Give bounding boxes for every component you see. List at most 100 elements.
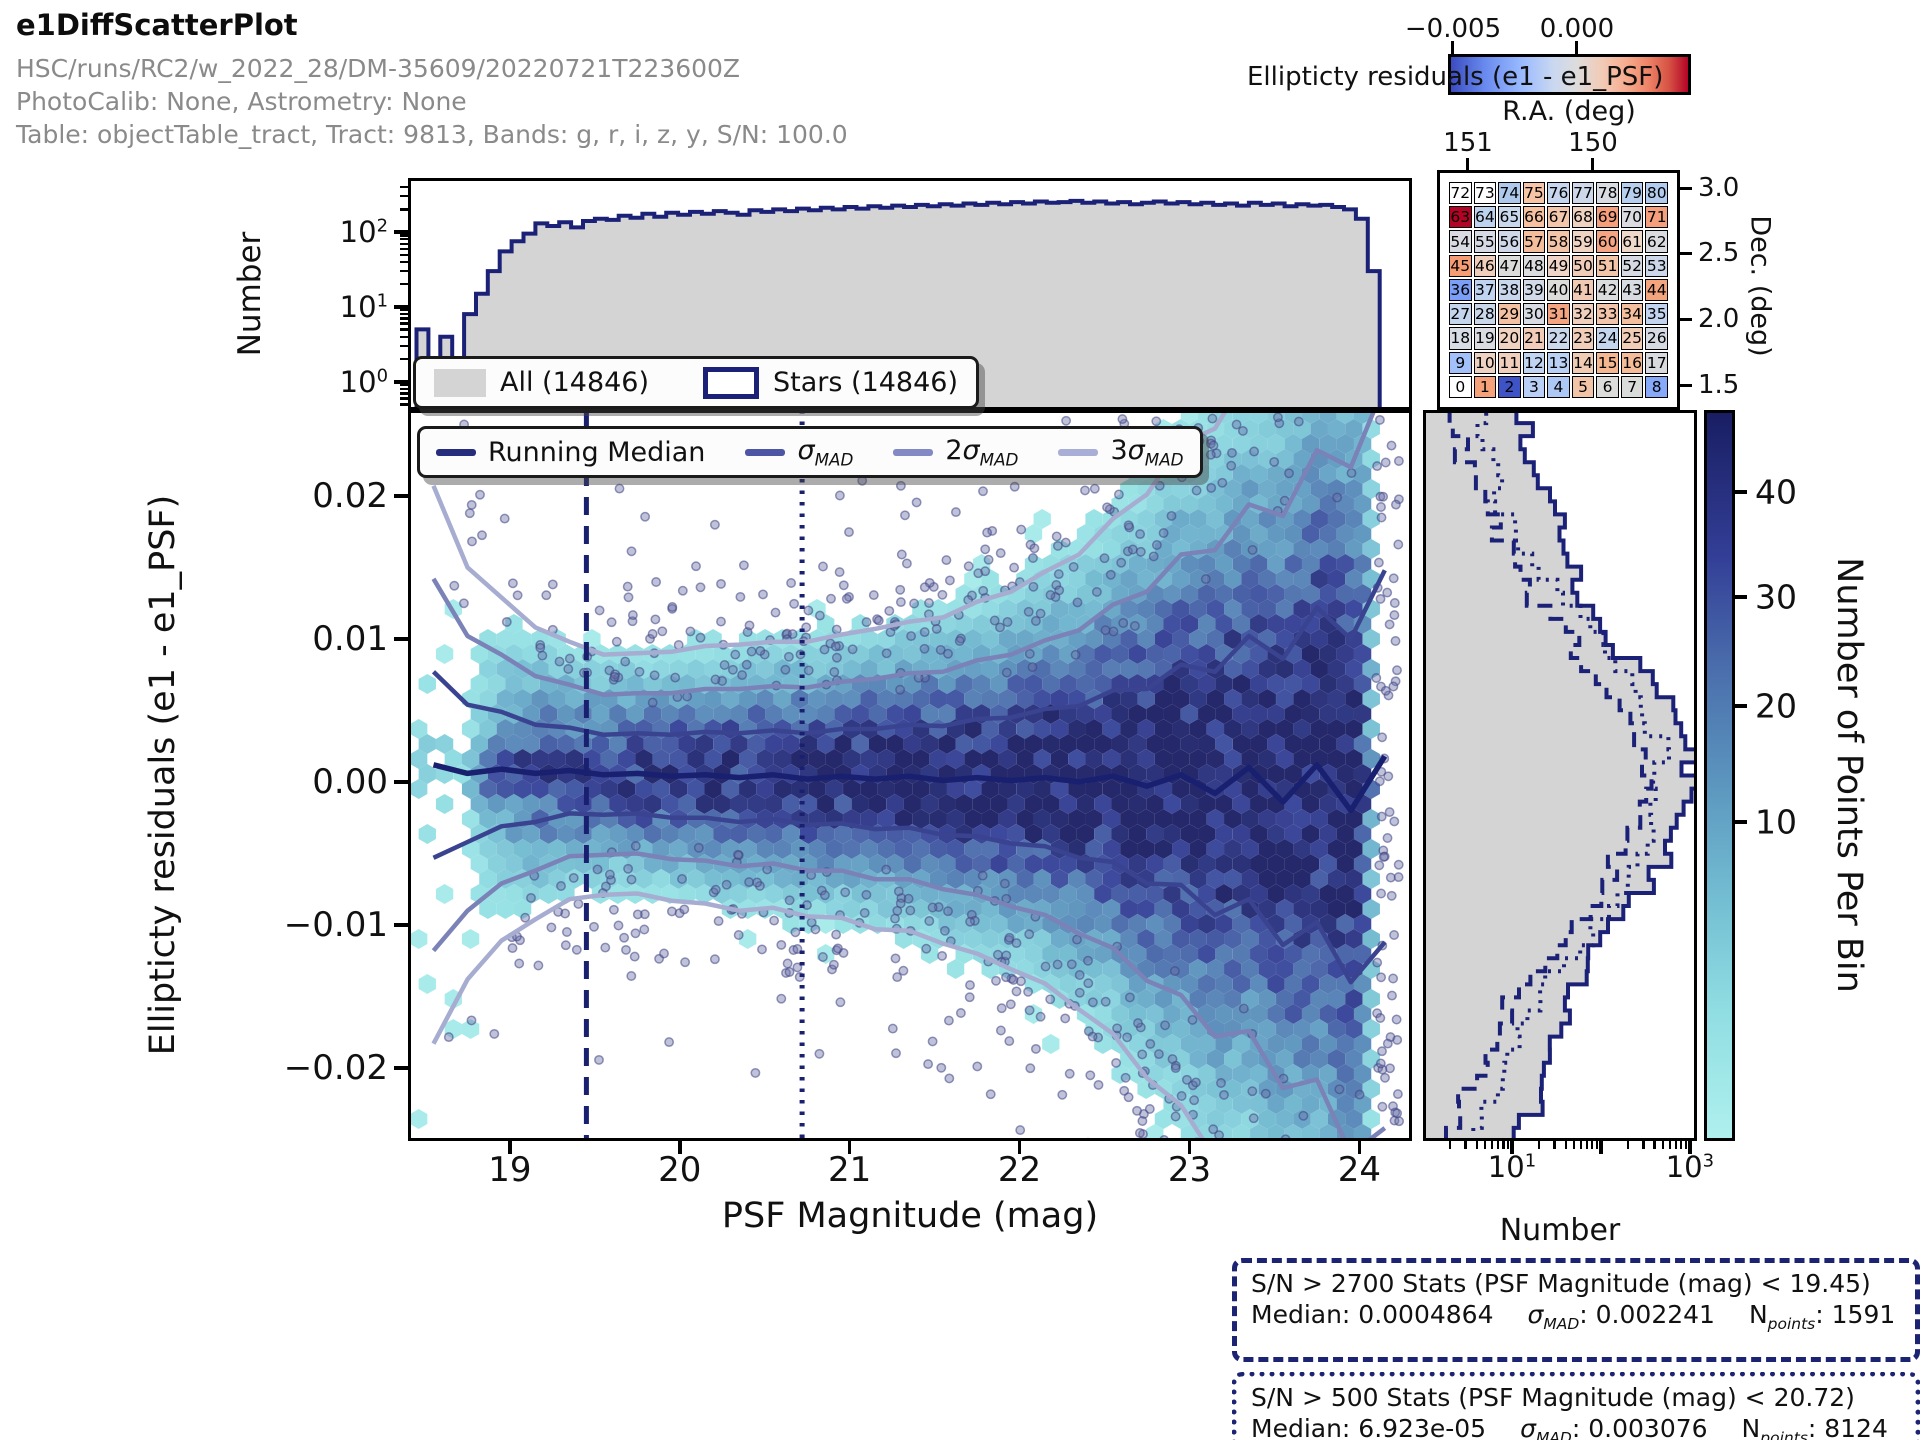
top-hist-ytick-minor bbox=[400, 322, 408, 325]
right-hist-xtick-minor bbox=[1553, 1141, 1556, 1149]
stats-values: Median: 6.923e-05 σMAD: 0.003076 Npoints: … bbox=[1251, 1414, 1888, 1440]
skymap-cell: 53 bbox=[1645, 254, 1668, 277]
skymap-cell: 65 bbox=[1498, 206, 1521, 229]
skymap-cell: 57 bbox=[1522, 230, 1546, 253]
top-hist-ylabel: Number bbox=[232, 231, 268, 357]
density-cbar-tick bbox=[1735, 704, 1747, 708]
skymap-ytick-label: 3.0 bbox=[1698, 173, 1740, 203]
skymap-cell: 21 bbox=[1522, 327, 1546, 350]
right-hist-xtick-minor bbox=[1642, 1141, 1645, 1149]
density-cbar-tick-label: 30 bbox=[1755, 577, 1797, 617]
run-collection-text: HSC/runs/RC2/w_2022_28/DM-35609/20220721… bbox=[16, 54, 741, 83]
top-hist-ytick-minor bbox=[400, 208, 408, 211]
skymap-cell: 71 bbox=[1645, 206, 1668, 229]
skymap-cell: 14 bbox=[1571, 351, 1595, 374]
top-hist-ytick-label: 102 bbox=[339, 214, 388, 249]
right-hist-xtick-minor bbox=[1626, 1141, 1629, 1149]
skymap-cell: 78 bbox=[1596, 182, 1619, 205]
skymap-cell: 69 bbox=[1596, 206, 1619, 229]
skymap-cell: 26 bbox=[1645, 327, 1668, 350]
skymap-cbar-tick bbox=[1575, 41, 1578, 54]
density-cbar-tick bbox=[1735, 595, 1747, 599]
stats-box-snr2700: S/N > 2700 Stats (PSF Magnitude (mag) < … bbox=[1232, 1258, 1920, 1362]
skymap-xlabel: R.A. (deg) bbox=[1502, 96, 1636, 127]
skymap-cell: 39 bbox=[1522, 278, 1546, 302]
skymap-cell: 72 bbox=[1449, 182, 1472, 205]
skymap-cbar-tick-label: −0.005 bbox=[1404, 14, 1502, 44]
skymap-cell: 63 bbox=[1449, 206, 1472, 229]
top-hist-ytick-minor bbox=[400, 358, 408, 361]
main-xlabel: PSF Magnitude (mag) bbox=[721, 1196, 1099, 1236]
top-hist-ytick-minor bbox=[400, 384, 408, 387]
skymap-cell: 23 bbox=[1571, 327, 1595, 350]
skymap-cell: 35 bbox=[1645, 303, 1668, 326]
skymap-cell: 36 bbox=[1449, 278, 1472, 302]
top-hist-ytick bbox=[394, 230, 408, 234]
right-hist-xtick-minor bbox=[1591, 1141, 1594, 1149]
skymap-cell: 15 bbox=[1596, 351, 1619, 374]
density-colorbar bbox=[1704, 410, 1735, 1141]
skymap-cell: 43 bbox=[1620, 278, 1644, 302]
top-hist-ytick-minor bbox=[400, 238, 408, 241]
skymap-cell: 31 bbox=[1547, 303, 1570, 326]
skymap-cell: 6 bbox=[1596, 375, 1619, 398]
page-title: e1DiffScatterPlot bbox=[16, 8, 298, 42]
skymap-cell: 12 bbox=[1522, 351, 1546, 374]
right-hist-xtick-label: 101 bbox=[1487, 1150, 1537, 1184]
top-hist-ytick-minor bbox=[400, 253, 408, 256]
skymap-cell: 1 bbox=[1473, 375, 1497, 398]
top-hist-ytick-minor bbox=[400, 283, 408, 286]
skymap-cell: 29 bbox=[1498, 303, 1521, 326]
right-histogram-plot bbox=[1423, 410, 1697, 1141]
skymap-cbar-tick bbox=[1451, 41, 1454, 54]
right-hist-xtick-minor bbox=[1537, 1141, 1540, 1149]
skymap-cell: 44 bbox=[1645, 278, 1668, 302]
skymap-cell: 37 bbox=[1473, 278, 1497, 302]
stats-box-snr500: S/N > 500 Stats (PSF Magnitude (mag) < 2… bbox=[1232, 1372, 1920, 1440]
stats-title: S/N > 2700 Stats (PSF Magnitude (mag) < … bbox=[1251, 1269, 1871, 1298]
skymap-ytick-label: 1.5 bbox=[1698, 370, 1740, 400]
top-hist-ytick-minor bbox=[400, 328, 408, 331]
skymap-cbar-tick-label: 0.000 bbox=[1539, 14, 1615, 44]
skymap-xtick bbox=[1591, 158, 1594, 170]
main-ytick-label: −0.01 bbox=[283, 904, 388, 945]
skymap-grid: 72 73 74 75 76 77 78 79 80 63 64 65 66 67 68 69 70 71 54 55… bbox=[1449, 182, 1668, 398]
skymap-cell: 76 bbox=[1547, 182, 1570, 205]
top-hist-ytick-minor bbox=[400, 309, 408, 312]
skymap-cell: 32 bbox=[1571, 303, 1595, 326]
right-hist-xtick-minor bbox=[1506, 1141, 1510, 1149]
skymap-cell: 28 bbox=[1473, 303, 1497, 326]
skymap-cell: 24 bbox=[1596, 327, 1619, 350]
skymap-ytick-label: 2.0 bbox=[1698, 304, 1740, 334]
skymap-ytick bbox=[1680, 383, 1692, 387]
skymap-cell: 13 bbox=[1547, 351, 1570, 374]
skymap-cell: 61 bbox=[1620, 230, 1644, 253]
legend-swatch-sigma-mad bbox=[745, 448, 786, 456]
right-hist-xtick-minor bbox=[1502, 1141, 1505, 1149]
right-hist-xtick-minor bbox=[1464, 1141, 1467, 1149]
skymap-cell: 10 bbox=[1473, 351, 1497, 374]
main-xtick-label: 22 bbox=[997, 1150, 1042, 1190]
density-cbar-tick-label: 40 bbox=[1755, 472, 1797, 512]
skymap-cell: 20 bbox=[1498, 327, 1521, 350]
skymap-xtick-label: 151 bbox=[1443, 128, 1493, 158]
main-xtick-label: 21 bbox=[828, 1150, 872, 1190]
stats-title: S/N > 500 Stats (PSF Magnitude (mag) < 2… bbox=[1251, 1383, 1855, 1412]
skymap-cell: 59 bbox=[1571, 230, 1595, 253]
skymap-cell: 33 bbox=[1596, 303, 1619, 326]
main-xtick bbox=[678, 1141, 682, 1154]
skymap-cell: 51 bbox=[1596, 254, 1619, 277]
top-hist-ytick bbox=[394, 380, 408, 384]
main-ytick-label: 0.02 bbox=[312, 475, 388, 516]
skymap-cell: 27 bbox=[1449, 303, 1472, 326]
main-ytick-label: 0.01 bbox=[312, 618, 388, 659]
main-xtick bbox=[1357, 1141, 1362, 1154]
skymap-cell: 48 bbox=[1522, 254, 1546, 277]
main-ytick bbox=[394, 923, 408, 927]
density-cbar-tick-label: 10 bbox=[1755, 802, 1797, 842]
top-hist-ytick-minor bbox=[400, 392, 408, 395]
skymap-cell: 60 bbox=[1596, 230, 1619, 253]
legend-label-3sigma-mad: 3σMAD bbox=[1110, 434, 1184, 470]
skymap-cell: 22 bbox=[1547, 327, 1570, 350]
